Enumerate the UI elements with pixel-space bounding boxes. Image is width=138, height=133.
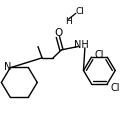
Text: H: H [65,17,72,26]
Text: O: O [55,28,63,38]
Text: N: N [4,62,12,72]
Text: Cl: Cl [76,7,85,16]
Text: Cl: Cl [110,83,120,93]
Text: Cl: Cl [95,50,104,60]
Text: NH: NH [74,40,89,50]
